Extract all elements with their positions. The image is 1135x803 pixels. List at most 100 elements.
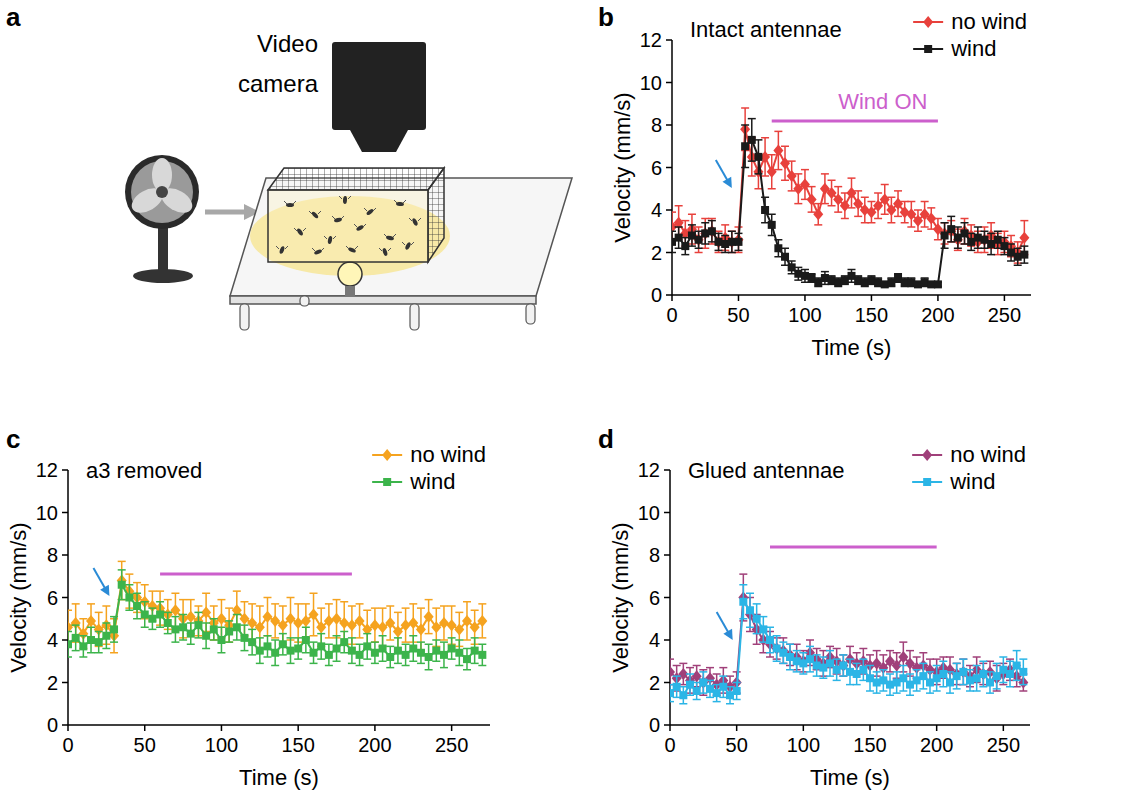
error-cap (914, 231, 922, 233)
error-cap (1000, 237, 1008, 239)
series (68, 570, 486, 670)
fly-wing (309, 211, 321, 214)
x-tick-label: 100 (788, 304, 821, 326)
marker (339, 617, 349, 629)
error-cap (478, 644, 486, 646)
error-cap (973, 690, 981, 692)
annotation: Wind ON (838, 89, 927, 114)
x-tick (936, 725, 938, 731)
error-cap (118, 599, 126, 601)
marker (813, 208, 823, 220)
error-cap (171, 616, 179, 618)
y-tick (62, 597, 68, 599)
error-cap (879, 669, 887, 671)
marker (739, 598, 747, 606)
camera-label: Videocamera (238, 30, 319, 97)
error-bar (95, 632, 103, 653)
error-line (228, 608, 230, 642)
marker (1020, 251, 1028, 259)
error-cap (379, 635, 387, 637)
marker (454, 623, 464, 635)
error-cap (202, 622, 210, 624)
marker (87, 636, 95, 644)
error-cap (939, 661, 947, 663)
fan-guard (125, 155, 199, 229)
marker (402, 651, 410, 659)
error-cap (294, 658, 302, 660)
y-tick (664, 512, 670, 514)
fan-stem (158, 222, 168, 276)
error-cap (95, 652, 103, 654)
marker (248, 638, 256, 646)
fan-blade (128, 183, 167, 217)
error-cap (781, 248, 789, 250)
error-cap (125, 610, 133, 612)
error-bar (386, 606, 394, 640)
x-tick (221, 725, 223, 731)
fly (366, 208, 375, 216)
marker (316, 621, 326, 633)
error-bar (432, 640, 440, 661)
platform-leg (300, 296, 309, 306)
error-cap (987, 222, 995, 224)
error-bar (102, 623, 110, 649)
marker (68, 640, 72, 648)
error-cap (356, 665, 364, 667)
marker (179, 623, 187, 631)
error-cap (853, 684, 861, 686)
error-cap (95, 631, 103, 633)
error-bar (217, 627, 225, 653)
error-cap (846, 646, 854, 648)
marker (187, 630, 195, 638)
error-bar (448, 606, 456, 644)
error-bar (440, 642, 448, 668)
marker (922, 449, 932, 461)
fly (279, 246, 285, 255)
error-bar (425, 644, 433, 670)
error-cap (846, 658, 854, 660)
chart-title: a3 removed (86, 458, 202, 483)
error-bar (828, 180, 836, 206)
platform-leg (240, 304, 249, 330)
error-cap (87, 603, 95, 605)
stimulus-arrow (93, 568, 109, 596)
error-cap (741, 107, 749, 109)
error-cap (672, 252, 676, 254)
error-cap (681, 254, 689, 256)
error-cap (701, 222, 709, 224)
chart-panel: d024681012050100150200250Time (s)Velocit… (598, 424, 1030, 790)
error-bar (348, 638, 356, 664)
error-cap (194, 637, 202, 639)
error-bar (294, 604, 302, 642)
y-axis-title: Velocity (mm/s) (610, 92, 635, 242)
error-cap (913, 656, 921, 658)
error-bar (906, 651, 914, 677)
error-cap (987, 254, 995, 256)
error-cap (386, 605, 394, 607)
marker (462, 615, 472, 627)
error-bar (210, 619, 218, 640)
panel-letter: b (598, 2, 614, 32)
error-cap (455, 665, 463, 667)
error-cap (739, 620, 747, 622)
error-cap (954, 250, 962, 252)
error-bar (225, 608, 233, 642)
x-tick-label: 150 (855, 304, 888, 326)
error-cap (887, 222, 895, 224)
error-cap (867, 201, 875, 203)
error-cap (240, 650, 248, 652)
series-line (672, 140, 1024, 285)
marker (302, 636, 310, 644)
error-cap (994, 231, 1002, 233)
error-cap (340, 631, 348, 633)
error-cap (813, 648, 821, 650)
x-tick (67, 725, 69, 731)
marker (880, 193, 890, 205)
error-cap (233, 614, 241, 616)
error-cap (773, 635, 781, 637)
error-bar (256, 638, 264, 664)
error-cap (946, 692, 954, 694)
wind-period-bar (772, 120, 938, 123)
error-cap (986, 692, 994, 694)
error-cap (340, 652, 348, 654)
